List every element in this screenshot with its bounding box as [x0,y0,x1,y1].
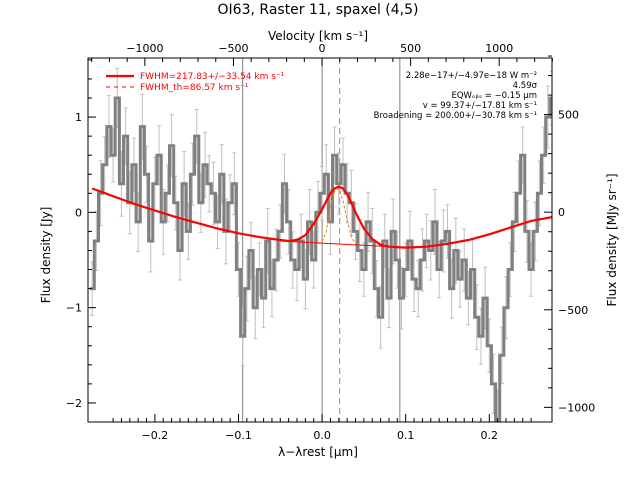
y2-tick-label: −500 [558,304,588,317]
top-axis-label: Velocity [km s⁻¹] [268,29,368,43]
fit-annotation: 4.59σ [513,81,538,91]
y2-tick-label: 500 [558,109,579,122]
legend-label: FWHM=217.83+/−33.54 km s⁻¹ [140,72,285,82]
top-tick-label: −1000 [126,42,163,55]
y-tick-label: −2 [66,397,82,410]
y-tick-label: 1 [75,111,82,124]
y-tick-label: 0 [75,206,82,219]
legend-label: FWHM_th=86.57 km s⁻¹ [140,83,249,93]
top-tick-label: 500 [400,42,421,55]
y2-axis-label: Flux density [MJy sr⁻¹] [605,173,619,306]
x-tick-label: 0.0 [313,429,331,442]
thermal-profile-dashed [321,187,360,247]
chart-title: OI63, Raster 11, spaxel (4,5) [218,2,419,18]
y-tick-label: −1 [66,302,82,315]
top-tick-label: 0 [319,42,326,55]
x-axis-label: λ−λrest [μm] [278,445,358,459]
gaussian-fit-line [91,185,552,249]
fit-annotation: 2.28e−17+/−4.97e−18 W m⁻² [406,71,537,81]
x-tick-label: −0.2 [142,429,169,442]
y2-tick-label: 0 [558,206,565,219]
flux-spectrum-step [90,96,552,422]
plot-frame [87,57,553,423]
y-axis-label: Flux density [Jy] [39,207,53,304]
fit-annotation: Broadening = 200.00+/−30.78 km s⁻¹ [374,111,537,121]
fit-annotation: EQWₒᵦₛ = −0.15 μm [451,91,537,101]
x-tick-label: −0.1 [225,429,252,442]
x-tick-label: 0.1 [397,429,415,442]
continuum-line [280,240,389,248]
y2-tick-label: −1000 [558,401,595,414]
fit-annotation: v = 99.37+/−17.81 km s⁻¹ [423,101,537,111]
top-tick-label: 1000 [485,42,513,55]
x-tick-label: 0.2 [481,429,499,442]
top-tick-label: −500 [218,42,248,55]
